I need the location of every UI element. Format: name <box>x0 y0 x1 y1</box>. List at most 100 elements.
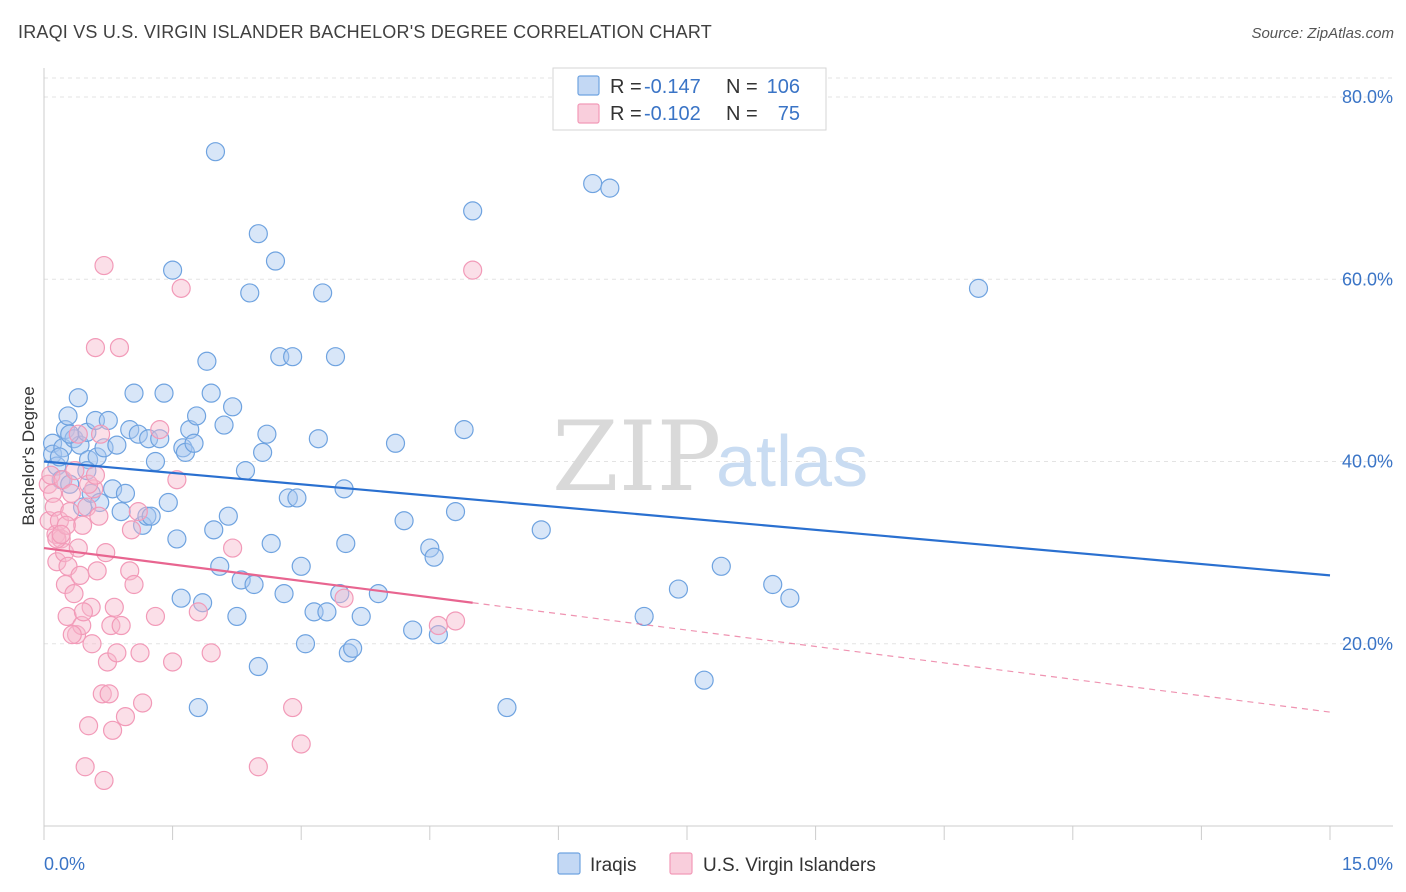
virgin-islanders-point <box>92 684 112 704</box>
iraqis-point <box>336 533 356 554</box>
virgin-islanders-point <box>128 502 148 522</box>
virgin-islanders-point <box>70 565 90 586</box>
iraqis-point <box>214 415 234 435</box>
virgin-islanders-point <box>171 278 191 298</box>
y-tick-label: 60.0% <box>1342 269 1393 289</box>
virgin-islanders-point <box>115 707 136 727</box>
virgin-islanders-point <box>87 561 107 581</box>
virgin-islanders-point <box>102 720 123 740</box>
iraqis-point <box>463 201 483 221</box>
virgin-islanders-point <box>130 643 150 663</box>
virgin-islanders-point <box>82 634 102 654</box>
iraqis-point <box>223 397 243 417</box>
virgin-islanders-point <box>51 524 71 545</box>
virgin-islanders-point <box>99 684 119 704</box>
virgin-islanders-point <box>248 757 268 777</box>
iraqis-point <box>248 224 268 244</box>
iraqis-point <box>780 588 800 608</box>
iraqis-point <box>188 697 208 718</box>
iraqis-point <box>205 142 226 162</box>
virgin-islanders-point <box>73 602 94 622</box>
iraqis-point <box>287 488 307 508</box>
iraqis-point <box>253 442 273 462</box>
y-axis-title: Bachelor's Degree <box>19 386 38 525</box>
correlation-legend: R = -0.147 N = 106 R = -0.102 N = 75 <box>552 67 827 131</box>
y-tick-label: 20.0% <box>1342 634 1393 654</box>
iraqis-point <box>454 420 474 440</box>
legend-n-label-iraqis: N = <box>726 76 758 98</box>
iraqis-point <box>368 584 388 604</box>
virgin-islanders-point <box>75 757 95 777</box>
iraqis-point <box>102 479 123 499</box>
y-tick-label: 40.0% <box>1342 452 1393 472</box>
bottom-legend-swatch-iraqis <box>557 852 581 875</box>
iraqis-point <box>583 173 603 194</box>
trend-line-iraqis <box>43 460 1331 577</box>
iraqis-point <box>420 538 440 558</box>
iraqis-point <box>403 620 423 640</box>
virgin-islanders-point <box>150 420 170 440</box>
trend-lines <box>43 460 1331 713</box>
iraqis-point <box>204 520 224 540</box>
virgin-islanders-point <box>463 260 483 280</box>
iraqis-point <box>291 556 311 576</box>
iraqis-point <box>184 433 204 453</box>
iraqis-point <box>145 451 166 472</box>
virgin-islanders-point <box>291 734 311 754</box>
legend-r-label-iraqis: R = <box>610 76 642 98</box>
virgin-islanders-point <box>132 693 153 713</box>
iraqis-point <box>58 406 78 426</box>
virgin-islanders-point <box>94 255 114 276</box>
virgin-islanders-point <box>56 515 76 535</box>
virgin-islanders-point <box>85 337 106 358</box>
virgin-islanders-point <box>334 588 354 608</box>
legend-r-value-virgin-islanders: -0.102 <box>644 103 701 125</box>
virgin-islanders-point <box>223 538 243 558</box>
trend-line-virgin-islanders <box>43 546 473 604</box>
virgin-islanders-point <box>96 543 116 563</box>
iraqis-point <box>227 606 247 627</box>
virgin-islanders-point <box>104 597 124 617</box>
virgin-islanders-point <box>188 602 208 622</box>
iraqis-point <box>158 492 178 513</box>
virgin-islanders-point <box>68 538 88 558</box>
iraqis-point <box>600 178 620 198</box>
iraqis-point <box>193 593 213 613</box>
iraqis-point <box>295 634 316 654</box>
legend-n-value-iraqis: 106 <box>767 76 800 98</box>
virgin-islanders-point <box>445 611 466 631</box>
iraqis-point <box>218 506 238 526</box>
source-credit: Source: ZipAtlas.com <box>1251 25 1394 42</box>
bottom-legend-swatch-virgin-islanders <box>669 852 693 875</box>
iraqis-point <box>497 697 517 718</box>
iraqis-point <box>694 670 714 690</box>
virgin-islanders-point <box>109 337 130 358</box>
virgin-islanders-point <box>64 584 84 604</box>
iraqis-point <box>763 574 783 595</box>
virgin-islanders-point <box>201 643 221 663</box>
virgin-islanders-point <box>283 697 303 718</box>
iraqis-point <box>128 424 148 444</box>
iraqis-point <box>968 278 989 298</box>
bottom-legend-label-iraqis: Iraqis <box>590 855 636 876</box>
x-axis-ticks <box>43 826 1331 840</box>
iraqis-point <box>283 347 303 367</box>
iraqis-point <box>197 351 217 371</box>
virgin-islanders-point <box>61 483 82 503</box>
virgin-islanders-point <box>89 506 109 526</box>
iraqis-point <box>394 511 414 531</box>
iraqis-point <box>261 533 281 554</box>
virgin-islanders-point <box>111 615 131 636</box>
legend-swatch-virgin-islanders <box>577 103 600 124</box>
iraqis-point <box>235 461 256 481</box>
x-tick-label-min: 0.0% <box>44 854 85 874</box>
bottom-legend-label-virgin-islanders: U.S. Virgin Islanders <box>703 855 876 876</box>
virgin-islanders-point <box>72 515 93 535</box>
iraqis-point <box>317 602 337 622</box>
virgin-islanders-point <box>124 574 144 595</box>
iraqis-point <box>244 574 264 595</box>
virgin-islanders-point <box>428 615 448 636</box>
iraqis-point <box>445 502 466 522</box>
iraqis-point <box>257 424 277 444</box>
virgin-islanders-point <box>68 424 88 444</box>
